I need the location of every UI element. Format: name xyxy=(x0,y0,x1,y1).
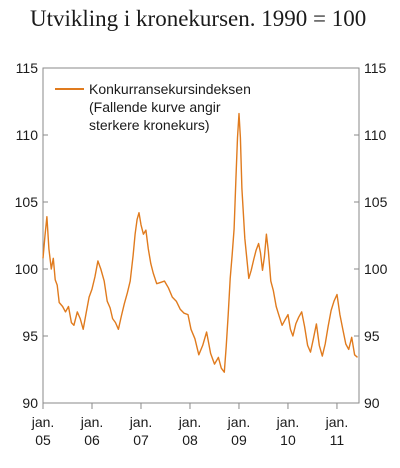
y-tick-label-left: 115 xyxy=(16,60,39,76)
x-tick-label: jan. xyxy=(178,414,202,430)
x-tick-label: jan. xyxy=(325,414,349,430)
chart-title: Utvikling i kronekursen. 1990 = 100 xyxy=(30,6,367,31)
y-tick-label-left: 100 xyxy=(15,261,39,277)
y-tick-label-right: 115 xyxy=(364,60,387,76)
x-tick-label: jan. xyxy=(31,414,55,430)
legend: Konkurransekursindeksen (Fallende kurve a… xyxy=(55,81,251,133)
legend-label-line: (Fallende kurve angir xyxy=(89,99,221,115)
x-tick-label: jan. xyxy=(227,414,251,430)
x-tick-label: jan. xyxy=(80,414,104,430)
x-tick-label: 10 xyxy=(280,432,296,448)
y-tick-label-right: 95 xyxy=(364,328,380,344)
y-tick-label-right: 100 xyxy=(364,261,388,277)
y-tick-label-left: 110 xyxy=(16,127,39,143)
y-tick-label-left: 105 xyxy=(15,194,39,210)
legend-label: Konkurransekursindeksen (Fallende kurve a… xyxy=(89,81,251,133)
x-tick-label: 11 xyxy=(330,432,345,448)
x-tick-label: jan. xyxy=(276,414,300,430)
x-tick-label: 05 xyxy=(35,432,51,448)
y-tick-label-right: 110 xyxy=(364,127,387,143)
y-tick-label-right: 105 xyxy=(364,194,388,210)
bottom-axis-ticks: jan. 05 jan. 06 jan. 07 jan. 08 jan. 09 jan. 10 jan.… xyxy=(31,403,349,448)
x-tick-label: jan. xyxy=(129,414,153,430)
right-axis-ticks: 90 95 100 105 110 115 xyxy=(354,60,388,411)
x-tick-label: 06 xyxy=(84,432,100,448)
y-tick-label-right: 90 xyxy=(364,395,380,411)
legend-label-line: sterkere kronekurs) xyxy=(89,117,210,133)
series-layer xyxy=(42,112,358,373)
y-tick-label-left: 90 xyxy=(22,395,38,411)
x-tick-label: 09 xyxy=(231,432,247,448)
x-tick-label: 07 xyxy=(133,432,149,448)
series-line xyxy=(42,112,358,373)
y-tick-label-left: 95 xyxy=(22,328,38,344)
x-tick-label: 08 xyxy=(182,432,198,448)
left-axis-ticks: 90 95 100 105 110 115 xyxy=(15,60,48,411)
plot-frame xyxy=(42,67,360,404)
legend-label-line: Konkurransekursindeksen xyxy=(89,81,251,97)
